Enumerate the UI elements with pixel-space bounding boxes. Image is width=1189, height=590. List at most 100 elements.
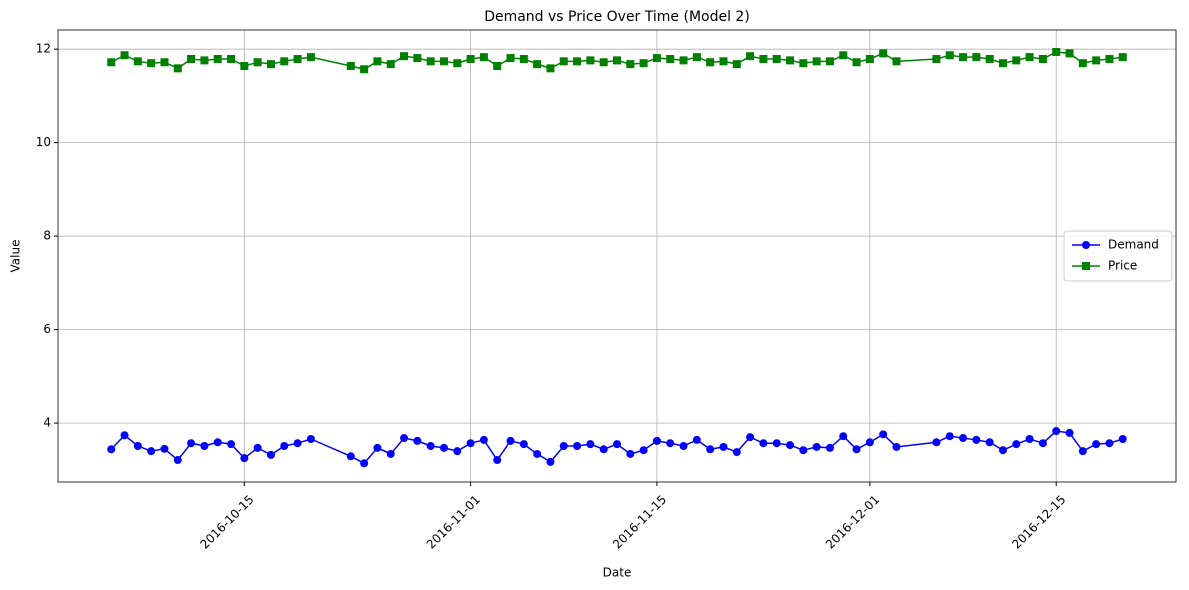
data-point: [227, 440, 236, 449]
data-point: [400, 52, 409, 61]
x-tick-label: 2016-10-15: [197, 492, 256, 551]
data-point: [626, 60, 635, 69]
data-point: [1025, 53, 1034, 62]
legend-label: Price: [1108, 259, 1137, 273]
x-tick-label: 2016-12-15: [1009, 492, 1068, 551]
data-point: [360, 65, 369, 74]
data-point: [213, 438, 222, 447]
data-point: [120, 431, 129, 440]
data-point: [479, 53, 488, 62]
legend-marker: [1082, 241, 1090, 249]
data-point: [786, 56, 795, 65]
data-point: [772, 54, 781, 63]
data-point: [825, 443, 834, 452]
data-point: [706, 58, 715, 67]
data-point: [573, 442, 582, 451]
data-point: [386, 60, 395, 69]
data-point: [453, 59, 462, 68]
data-point: [280, 442, 289, 451]
x-tick-label: 2016-11-01: [424, 492, 483, 551]
data-point: [1038, 54, 1047, 63]
data-point: [613, 56, 621, 65]
data-point: [253, 443, 262, 452]
data-point: [852, 58, 861, 67]
data-point: [1012, 440, 1021, 449]
data-point: [413, 54, 422, 63]
data-point: [799, 59, 808, 68]
data-point: [173, 456, 182, 465]
data-point: [706, 445, 715, 454]
legend-box: [1063, 230, 1173, 282]
data-point: [1052, 427, 1061, 436]
data-point: [413, 436, 422, 445]
data-point: [759, 54, 768, 63]
data-point: [786, 441, 795, 450]
data-point: [998, 59, 1007, 68]
data-point: [825, 57, 834, 66]
data-point: [160, 58, 169, 67]
data-point: [892, 442, 901, 451]
data-point: [865, 438, 874, 447]
data-point: [173, 64, 182, 73]
data-point: [133, 442, 142, 451]
data-point: [586, 56, 595, 65]
data-point: [160, 444, 169, 453]
data-point: [200, 442, 209, 451]
data-point: [613, 440, 621, 449]
data-point: [306, 434, 315, 443]
data-point: [1078, 59, 1087, 68]
data-point: [1065, 49, 1074, 58]
data-point: [892, 57, 901, 66]
data-point: [493, 456, 502, 465]
data-point: [426, 57, 435, 66]
data-point: [1105, 439, 1114, 448]
data-point: [812, 57, 821, 66]
data-point: [373, 57, 382, 66]
data-point: [266, 60, 275, 69]
data-point: [652, 436, 661, 445]
data-point: [373, 443, 382, 452]
data-point: [466, 439, 475, 448]
data-point: [1118, 434, 1127, 443]
data-point: [346, 61, 355, 70]
data-point: [879, 49, 888, 58]
data-point: [679, 56, 688, 65]
data-point: [573, 57, 582, 66]
legend-label: Demand: [1108, 238, 1159, 252]
data-point: [1092, 56, 1101, 65]
data-point: [799, 446, 808, 455]
data-point: [519, 440, 528, 449]
data-point: [852, 445, 861, 454]
data-point: [559, 442, 568, 451]
y-tick-label: 10: [36, 135, 51, 149]
data-point: [439, 57, 448, 66]
data-point: [120, 51, 129, 60]
data-point: [732, 448, 741, 457]
chart-title: Demand vs Price Over Time (Model 2): [484, 9, 750, 25]
data-point: [692, 53, 701, 62]
data-point: [998, 446, 1007, 455]
data-point: [506, 54, 515, 63]
data-point: [187, 54, 196, 63]
data-point: [187, 439, 196, 448]
data-point: [1038, 439, 1047, 448]
y-tick-label: 8: [43, 229, 51, 243]
data-point: [426, 442, 435, 451]
data-point: [666, 54, 675, 63]
data-point: [692, 435, 701, 444]
data-point: [639, 446, 648, 455]
x-tick-label: 2016-11-15: [610, 492, 669, 551]
data-point: [932, 54, 941, 63]
data-point: [932, 438, 941, 447]
legend-marker: [1082, 262, 1090, 270]
data-point: [227, 54, 236, 63]
data-point: [400, 434, 409, 443]
data-point: [240, 454, 249, 463]
x-tick-label: 2016-12-01: [823, 492, 882, 551]
data-point: [972, 435, 981, 444]
data-point: [626, 449, 635, 458]
data-point: [306, 53, 315, 62]
x-axis-label: Date: [603, 566, 632, 580]
data-point: [506, 436, 515, 445]
